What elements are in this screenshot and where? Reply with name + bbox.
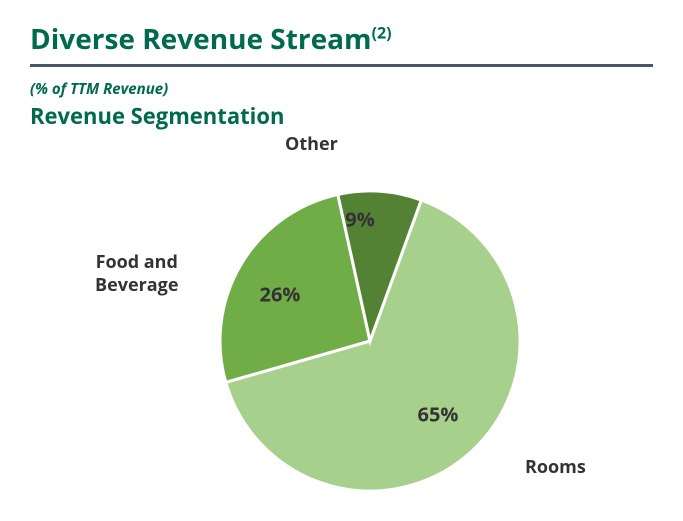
pie-label-other: Other: [285, 133, 338, 156]
pie-pct-food_bev: 26%: [260, 280, 301, 307]
pie-label-rooms: Rooms: [525, 456, 586, 479]
page-title: Diverse Revenue Stream(2): [30, 20, 653, 58]
title-main: Diverse Revenue Stream: [30, 20, 372, 58]
pie-chart: 65%26%9% RoomsFood and BeverageOther: [30, 141, 650, 521]
subtitle: (% of TTM Revenue): [30, 79, 653, 99]
pie-pct-other: 9%: [345, 205, 374, 232]
title-rule: [30, 64, 653, 67]
pie-pct-rooms: 65%: [418, 400, 459, 427]
chart-title: Revenue Segmentation: [30, 101, 653, 131]
title-superscript: (2): [372, 22, 392, 44]
pie-label-food_bev: Food and Beverage: [95, 251, 178, 296]
